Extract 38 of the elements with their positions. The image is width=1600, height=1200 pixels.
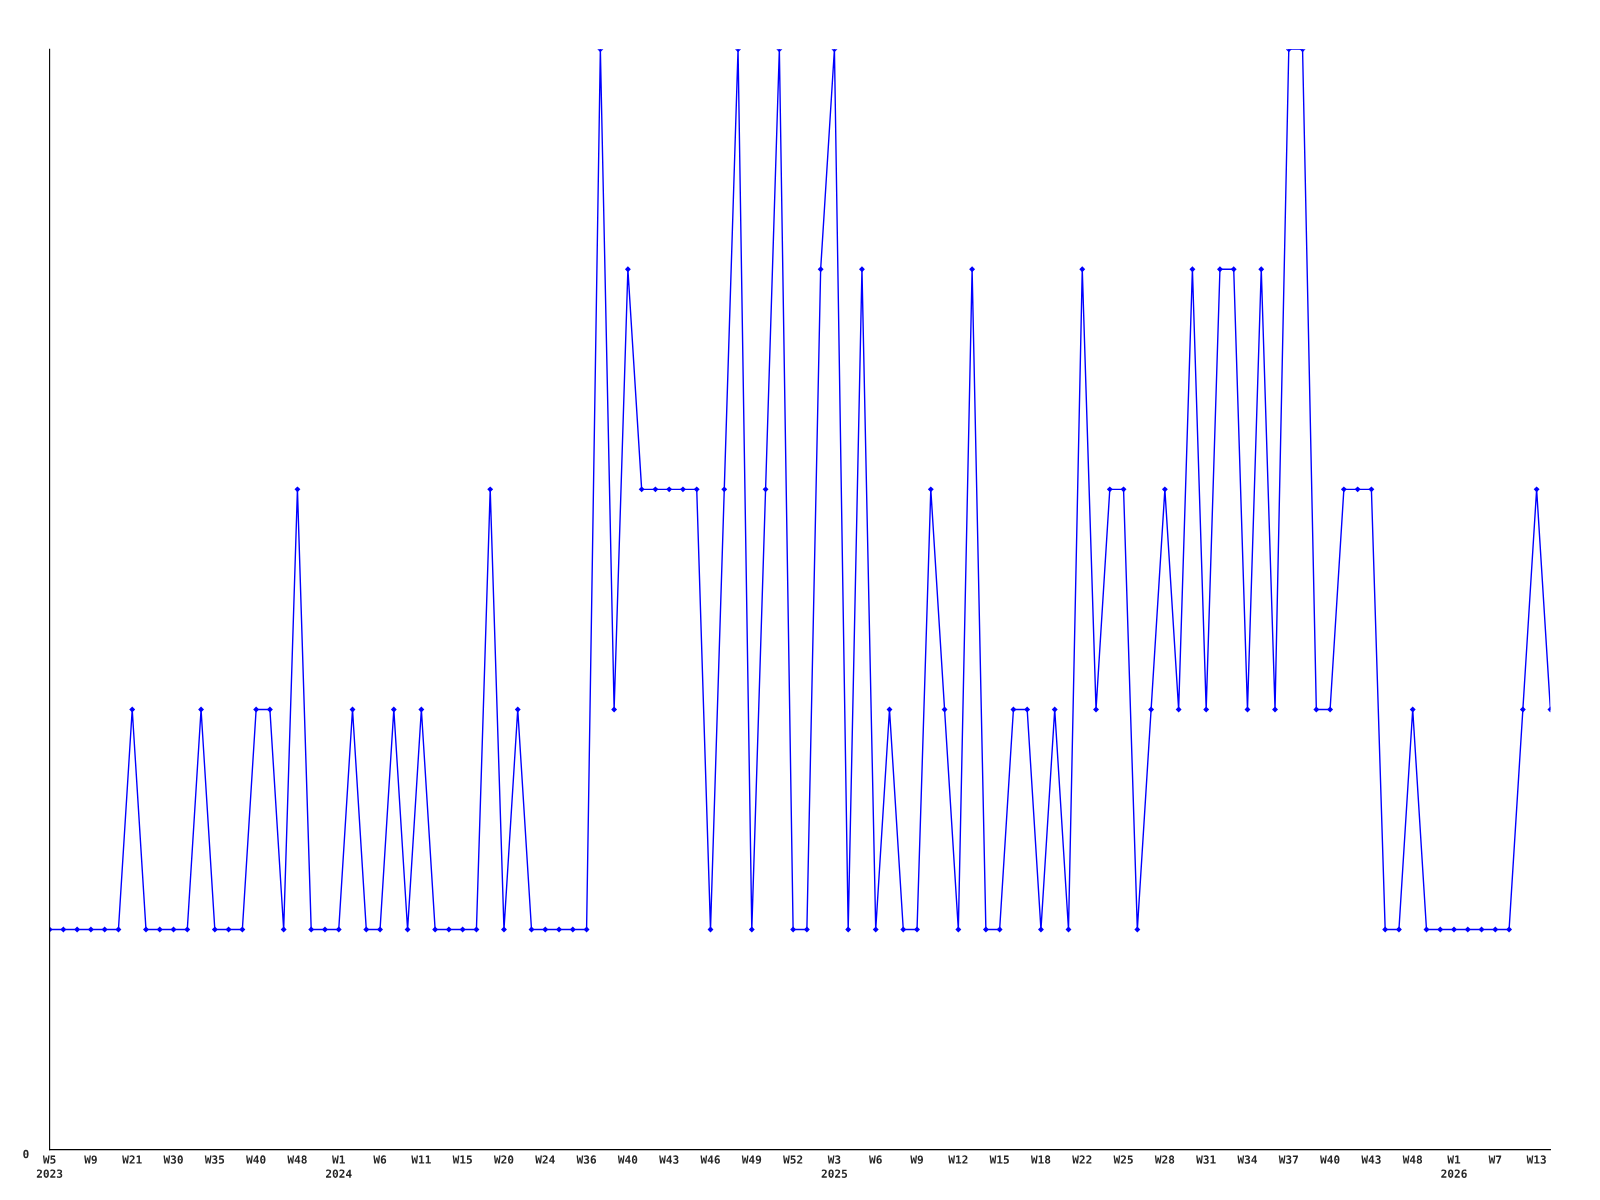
x-tick-label: W11	[411, 1155, 431, 1164]
x-tick-label: W46	[700, 1155, 720, 1164]
x-tick-label: W21	[122, 1155, 142, 1164]
x-tick-label: W36	[576, 1155, 597, 1164]
text: 0	[23, 1149, 29, 1159]
x-tick-label: W40	[617, 1155, 638, 1164]
x-tick-label: W22	[1072, 1155, 1092, 1164]
x-tick-label: W3 2025	[821, 1155, 848, 1178]
x-tick-label: W35	[204, 1155, 225, 1164]
x-tick-label: W25	[1113, 1155, 1133, 1164]
x-tick-label: W43	[659, 1155, 679, 1164]
x-tick-label: W7	[1488, 1155, 1502, 1164]
x-tick-label: W31	[1196, 1155, 1216, 1164]
x-tick-label: W13	[1526, 1155, 1546, 1164]
x-tick-label: W20	[493, 1155, 514, 1164]
x-tick-label: W48	[1402, 1155, 1423, 1164]
x-tick-label: W9	[910, 1155, 924, 1164]
x-tick-label: W1 2024	[325, 1155, 352, 1178]
x-tick-label: W15	[452, 1155, 472, 1164]
x-tick-label: W49	[741, 1155, 762, 1164]
x-tick-label: W5 2023	[36, 1155, 63, 1178]
x-tick-label: W6	[373, 1155, 387, 1164]
x-tick-label: W28	[1154, 1155, 1175, 1164]
x-tick-label: W12	[948, 1155, 968, 1164]
x-tick-label: W34	[1237, 1155, 1258, 1164]
x-tick-label: W18	[1030, 1155, 1051, 1164]
x-tick-label: W15	[989, 1155, 1009, 1164]
x-tick-label: W37	[1278, 1155, 1298, 1164]
x-tick-label: W43	[1361, 1155, 1381, 1164]
x-tick-label: W30	[163, 1155, 183, 1164]
x-tick-label: W40	[1320, 1155, 1340, 1164]
x-tick-label: W1 2026	[1441, 1155, 1467, 1178]
x-tick-label: W24	[535, 1155, 555, 1164]
x-tick-label: W6	[869, 1155, 882, 1164]
x-tick-label: W40	[246, 1155, 266, 1164]
x-tick-label: W52	[783, 1155, 803, 1164]
x-tick-label: W48	[287, 1155, 307, 1164]
x-tick-label: W9	[84, 1155, 97, 1164]
